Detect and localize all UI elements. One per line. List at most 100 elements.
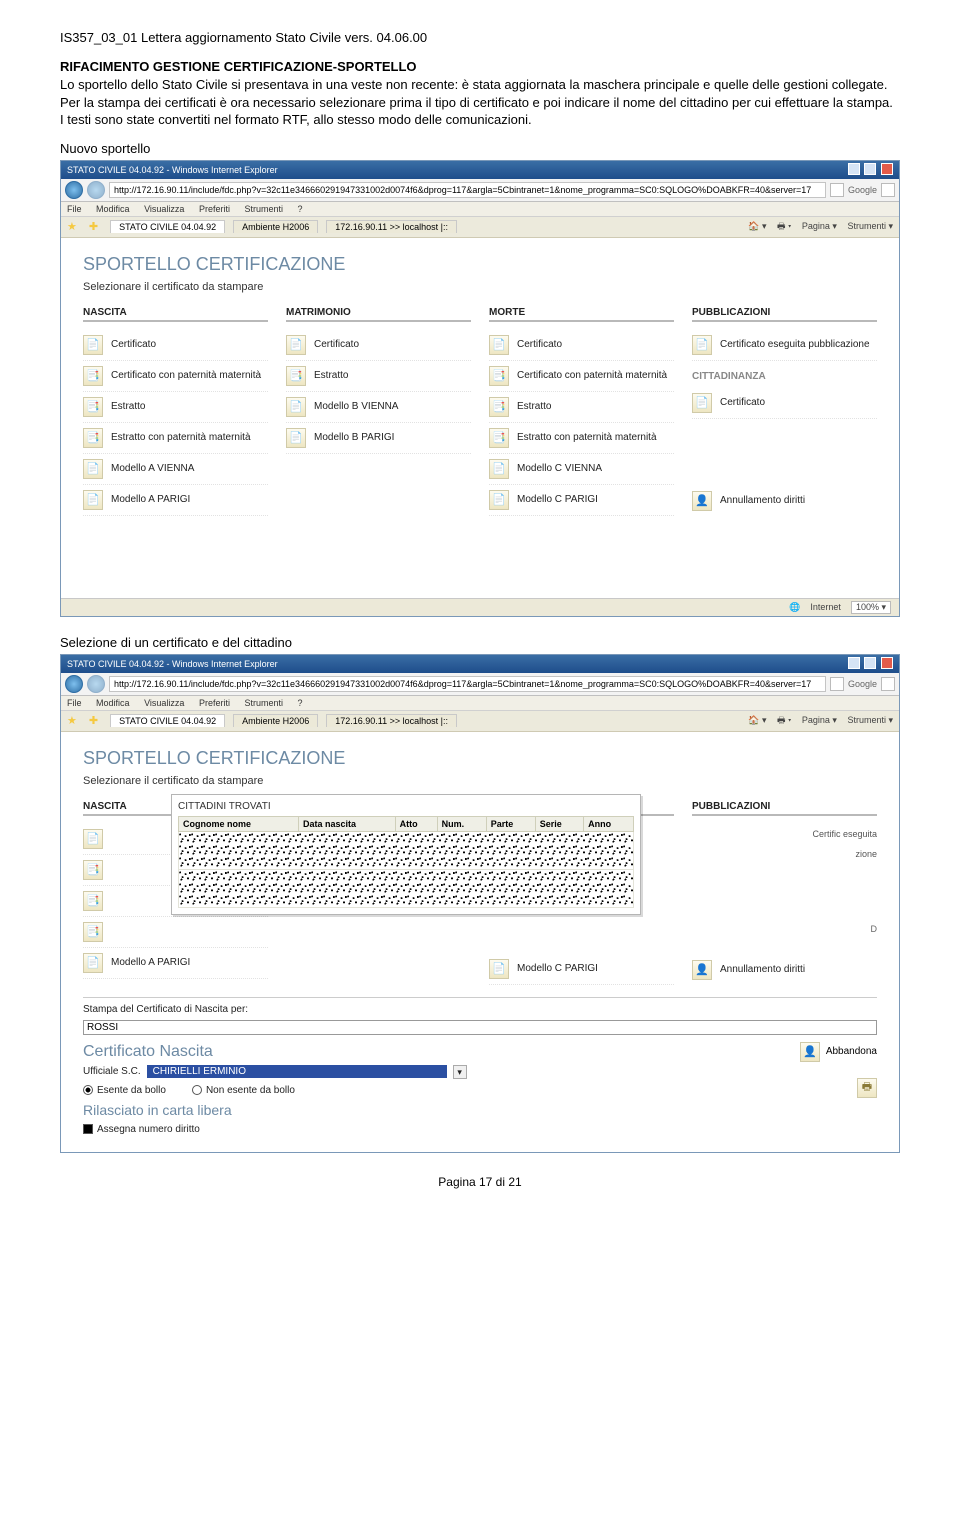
cert-item[interactable]: 📄Modello C VIENNA xyxy=(489,454,674,485)
menu-file[interactable]: File xyxy=(67,204,82,214)
doc-icon: 📑 xyxy=(489,428,509,448)
cert-item[interactable]: 📄Modello B PARIGI xyxy=(286,423,471,454)
col-cittadinanza-header: CITTADINANZA xyxy=(692,371,877,382)
maximize-button[interactable] xyxy=(864,657,876,669)
cert-item[interactable]: 📄Modello A PARIGI xyxy=(83,948,268,979)
page-menu[interactable]: Pagina ▾ xyxy=(802,715,837,725)
forward-button[interactable] xyxy=(87,181,105,199)
zoom-level[interactable]: 100% ▾ xyxy=(851,601,891,614)
tab-active[interactable]: STATO CIVILE 04.04.92 xyxy=(110,220,225,233)
radio-non-esente[interactable]: Non esente da bollo xyxy=(192,1085,295,1096)
menu-help[interactable]: ? xyxy=(298,698,303,708)
doc-icon: 📄 xyxy=(83,829,103,849)
minimize-button[interactable] xyxy=(848,163,860,175)
menu-help[interactable]: ? xyxy=(298,204,303,214)
cert-item[interactable]: 📄Modello A VIENNA xyxy=(83,454,268,485)
home-icon[interactable]: 🏠 ▾ xyxy=(748,221,766,231)
tab-bar: ★ ✚ STATO CIVILE 04.04.92 Ambiente H2006… xyxy=(61,711,899,732)
page-menu[interactable]: Pagina ▾ xyxy=(802,221,837,231)
th-data[interactable]: Data nascita xyxy=(298,816,395,831)
th-num[interactable]: Num. xyxy=(437,816,486,831)
cert-item[interactable]: 📑Estratto con paternità maternità xyxy=(83,423,268,454)
menu-fav[interactable]: Preferiti xyxy=(199,698,230,708)
fav-icon[interactable]: ★ xyxy=(67,220,77,233)
go-button[interactable] xyxy=(830,183,844,197)
tab-2[interactable]: Ambiente H2006 xyxy=(233,714,318,727)
menu-view[interactable]: Visualizza xyxy=(144,204,184,214)
col-matrimonio: MATRIMONIO 📄Certificato 📑Estratto 📄Model… xyxy=(286,307,471,516)
cert-item[interactable]: 📄Certificato xyxy=(489,330,674,361)
radio-esente[interactable]: Esente da bollo xyxy=(83,1085,166,1096)
fav-icon[interactable]: ★ xyxy=(67,714,77,727)
cert-item[interactable]: 📑Certificato con paternità maternità xyxy=(489,361,674,392)
tools-menu[interactable]: Strumenti ▾ xyxy=(847,715,893,725)
menu-edit[interactable]: Modifica xyxy=(96,698,130,708)
cert-item[interactable]: 📑Certificato con paternità maternità xyxy=(83,361,268,392)
tools-menu[interactable]: Strumenti ▾ xyxy=(847,221,893,231)
tab-2[interactable]: Ambiente H2006 xyxy=(233,220,318,233)
internet-icon: 🌐 xyxy=(789,602,800,613)
menu-edit[interactable]: Modifica xyxy=(96,204,130,214)
home-icon[interactable]: 🏠 ▾ xyxy=(748,715,766,725)
th-serie[interactable]: Serie xyxy=(535,816,583,831)
chk-assegna[interactable]: Assegna numero diritto xyxy=(83,1124,200,1135)
addfav-icon[interactable]: ✚ xyxy=(89,220,98,233)
th-anno[interactable]: Anno xyxy=(584,816,634,831)
window-title: STATO CIVILE 04.04.92 - Windows Internet… xyxy=(67,165,278,175)
table-row[interactable] xyxy=(179,869,634,907)
feed-icon[interactable]: 🖶 ▾ xyxy=(777,221,791,231)
close-button[interactable] xyxy=(881,163,893,175)
cert-item[interactable]: 📄Certificato xyxy=(83,330,268,361)
th-parte[interactable]: Parte xyxy=(486,816,535,831)
url-input[interactable] xyxy=(109,182,826,198)
go-button[interactable] xyxy=(830,677,844,691)
search-icon[interactable] xyxy=(881,677,895,691)
maximize-button[interactable] xyxy=(864,163,876,175)
ufficiale-select[interactable]: CHIRIELLI ERMINIO xyxy=(147,1065,447,1078)
th-cognome[interactable]: Cognome nome xyxy=(179,816,299,831)
forward-button[interactable] xyxy=(87,675,105,693)
annul-item[interactable]: 👤Annullamento diritti xyxy=(692,955,877,985)
caption-selezione: Selezione di un certificato e del cittad… xyxy=(60,635,900,650)
cert-label: Estratto xyxy=(111,401,145,412)
menu-tools[interactable]: Strumenti xyxy=(244,204,283,214)
cert-item[interactable]: 📄Modello C PARIGI xyxy=(489,485,674,516)
back-button[interactable] xyxy=(65,181,83,199)
cert-item[interactable]: 📄Modello B VIENNA xyxy=(286,392,471,423)
cert-item[interactable]: 📑Estratto xyxy=(286,361,471,392)
cert-item[interactable]: 📄Certificato xyxy=(286,330,471,361)
table-row[interactable] xyxy=(179,831,634,869)
print-action[interactable]: 🖶 xyxy=(857,1078,877,1098)
th-atto[interactable]: Atto xyxy=(395,816,437,831)
annul-item[interactable]: 👤Annullamento diritti xyxy=(692,486,877,516)
addfav-icon[interactable]: ✚ xyxy=(89,714,98,727)
cert-item[interactable]: 📄Modello C PARIGI xyxy=(489,954,674,985)
feed-icon[interactable]: 🖶 ▾ xyxy=(777,715,791,725)
cert-item[interactable]: 📑Estratto con paternità maternità xyxy=(489,423,674,454)
cert-item[interactable]: 📄Certificato eseguita pubblicazione xyxy=(692,330,877,361)
window-buttons xyxy=(846,657,893,671)
tab-3[interactable]: 172.16.90.11 >> localhost |:: xyxy=(326,220,457,233)
close-button[interactable] xyxy=(881,657,893,669)
menu-file[interactable]: File xyxy=(67,698,82,708)
cert-item[interactable]: 📑 xyxy=(83,917,268,948)
tab-active[interactable]: STATO CIVILE 04.04.92 xyxy=(110,714,225,727)
cognome-input[interactable] xyxy=(83,1020,877,1035)
url-input[interactable] xyxy=(109,676,826,692)
menu-fav[interactable]: Preferiti xyxy=(199,204,230,214)
abbandona-action[interactable]: 👤 Abbandona xyxy=(800,1042,877,1062)
back-button[interactable] xyxy=(65,675,83,693)
menu-tools[interactable]: Strumenti xyxy=(244,698,283,708)
cert-item[interactable]: 📑Estratto xyxy=(489,392,674,423)
tab-3[interactable]: 172.16.90.11 >> localhost |:: xyxy=(326,714,457,727)
cert-label: Modello C VIENNA xyxy=(517,463,602,474)
search-icon[interactable] xyxy=(881,183,895,197)
dropdown-caret-icon[interactable]: ▾ xyxy=(453,1065,467,1079)
page-title: SPORTELLO CERTIFICAZIONE xyxy=(83,748,877,769)
menu-view[interactable]: Visualizza xyxy=(144,698,184,708)
minimize-button[interactable] xyxy=(848,657,860,669)
cert-item[interactable]: 📑Estratto xyxy=(83,392,268,423)
popup-title: CITTADINI TROVATI xyxy=(178,801,634,812)
cert-item[interactable]: 📄Modello A PARIGI xyxy=(83,485,268,516)
cert-item[interactable]: 📄Certificato xyxy=(692,388,877,419)
